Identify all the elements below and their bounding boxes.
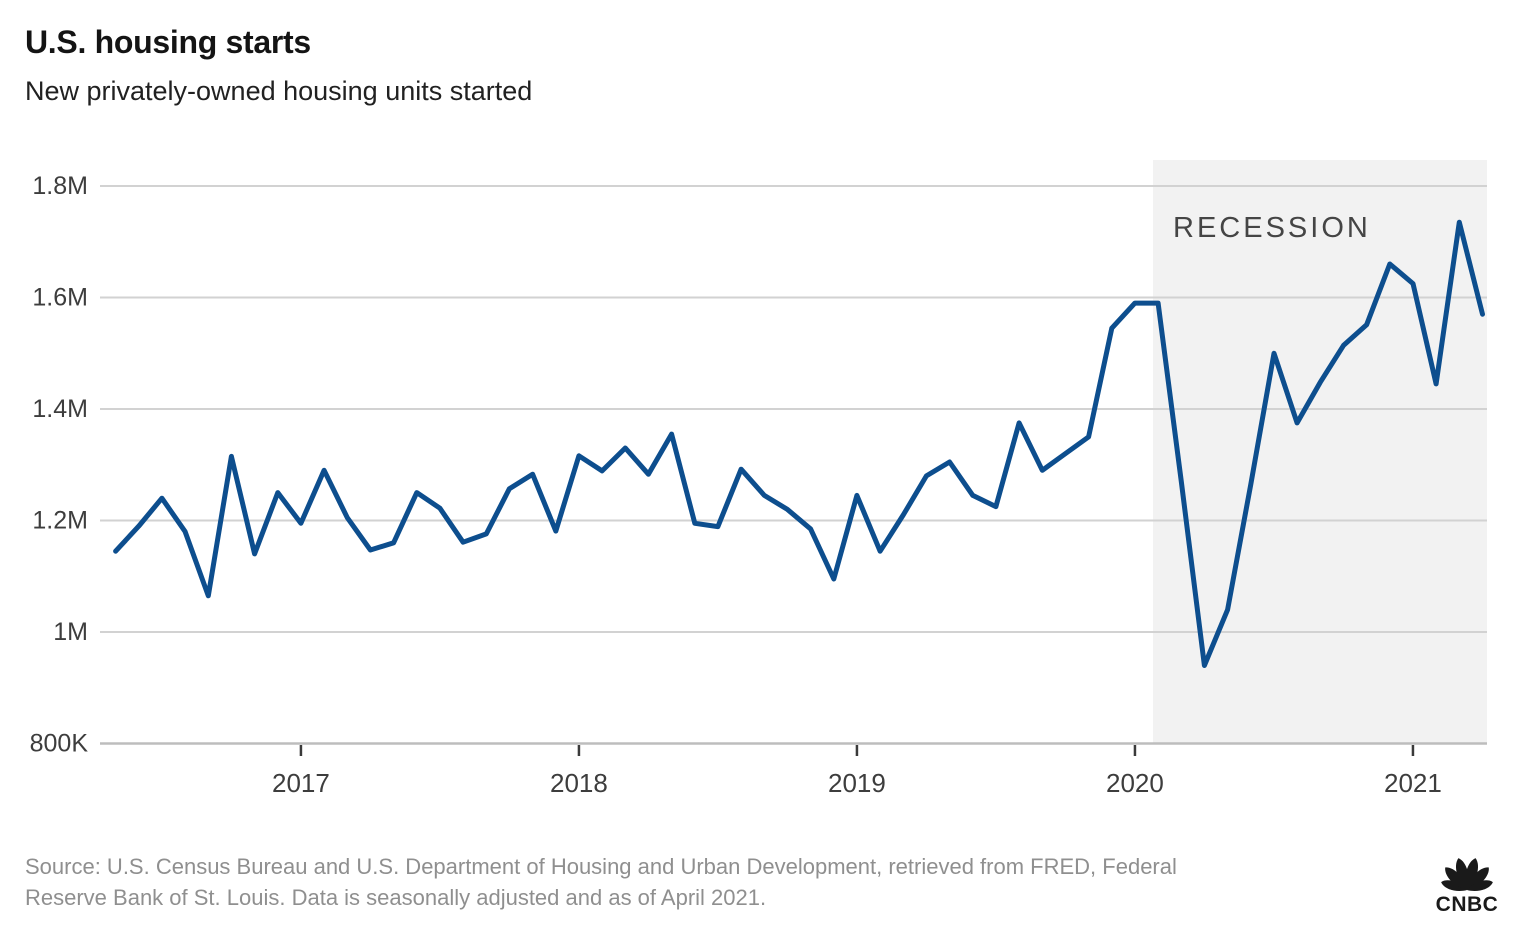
y-axis-label: 1.8M bbox=[32, 172, 88, 200]
y-axis-label: 800K bbox=[30, 730, 89, 758]
nbc-peacock-icon bbox=[1441, 858, 1493, 891]
cnbc-wordmark: CNBC bbox=[1435, 893, 1499, 916]
source-line-2: Reserve Bank of St. Louis. Data is seaso… bbox=[25, 885, 767, 910]
source-line-1: Source: U.S. Census Bureau and U.S. Depa… bbox=[25, 854, 1177, 879]
y-axis-label: 1M bbox=[53, 618, 88, 646]
x-axis-label: 2017 bbox=[272, 768, 330, 798]
x-axis-label: 2019 bbox=[828, 768, 886, 798]
x-axis-label: 2021 bbox=[1384, 768, 1442, 798]
page-subtitle: New privately-owned housing units starte… bbox=[25, 76, 533, 106]
x-axis-label: 2018 bbox=[550, 768, 608, 798]
recession-band bbox=[1153, 160, 1487, 745]
housing-starts-chart: RECESSION 1.8M 1.6M 1.4M 1.2M 1M 800K 2017 2018 2… bbox=[30, 160, 1487, 798]
y-axis-label: 1.4M bbox=[32, 395, 88, 423]
source-note: Source: U.S. Census Bureau and U.S. Depa… bbox=[25, 851, 1177, 913]
housing-starts-line bbox=[113, 219, 1485, 668]
cnbc-logo: CNBC bbox=[1430, 848, 1504, 918]
chart-header: U.S. housing starts New privately-owned … bbox=[25, 22, 532, 107]
recession-label: RECESSION bbox=[1173, 212, 1371, 244]
page-title: U.S. housing starts bbox=[25, 24, 311, 60]
y-axis-label: 1.6M bbox=[32, 284, 88, 312]
x-axis-label: 2020 bbox=[1106, 768, 1164, 798]
y-axis-label: 1.2M bbox=[32, 507, 88, 535]
